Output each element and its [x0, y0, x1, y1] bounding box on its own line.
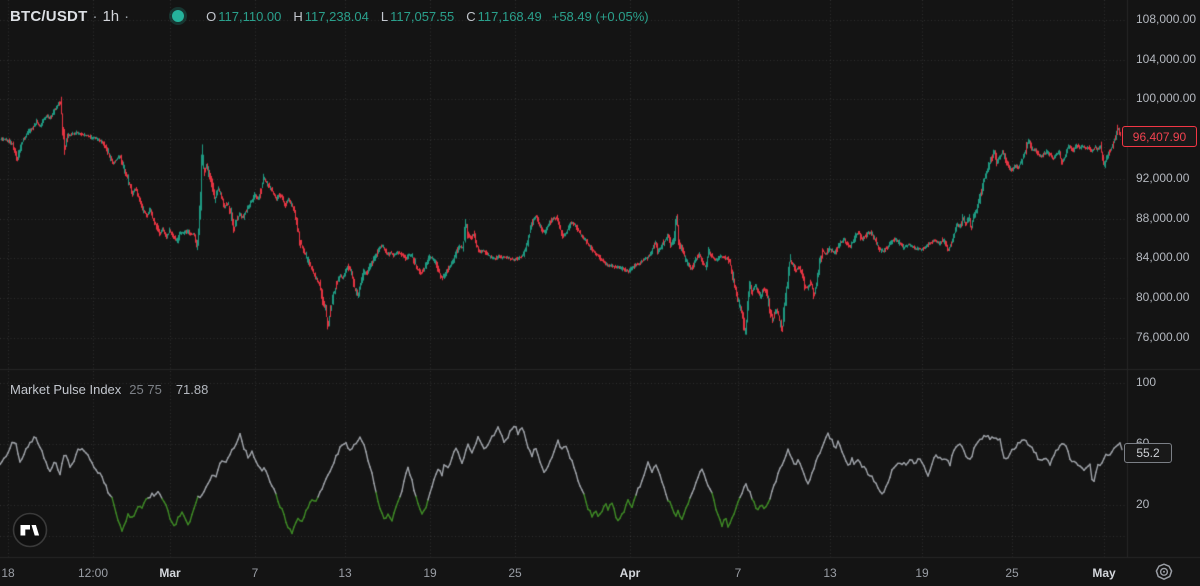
- time-axis-label: 13: [338, 566, 352, 580]
- price-axis-label: 92,000.00: [1136, 171, 1190, 185]
- time-axis-label: 19: [915, 566, 929, 580]
- price-axis-label: 80,000.00: [1136, 290, 1190, 304]
- time-axis[interactable]: 18 12:00 Mar 7 13 19 25 Apr 7 13 19 25 May: [0, 558, 1200, 586]
- time-axis-label: 7: [734, 566, 742, 580]
- time-axis-settings-button[interactable]: [1152, 561, 1176, 583]
- time-axis-label: May: [1092, 566, 1116, 580]
- indicator-axis-label: 20: [1136, 497, 1150, 511]
- interval-trailing-dot: ·: [124, 7, 130, 25]
- change-value: +58.49 (+0.05%): [551, 8, 649, 24]
- time-axis-label: 12:00: [77, 566, 109, 580]
- time-axis-label: 19: [423, 566, 437, 580]
- time-axis-label: Mar: [159, 566, 181, 580]
- tradingview-logo-icon[interactable]: [12, 512, 48, 548]
- close-label: C: [466, 8, 476, 24]
- indicator-axis-label: 100: [1136, 375, 1157, 389]
- open-label: O: [206, 8, 217, 24]
- close-value: 117,168.49: [477, 8, 542, 24]
- price-axis-label: 84,000.00: [1136, 250, 1190, 264]
- last-price-badge: 96,407.90: [1122, 126, 1197, 147]
- price-axis-label: 76,000.00: [1136, 330, 1190, 344]
- low-label: L: [380, 8, 389, 24]
- indicator-params: 25 75: [129, 382, 162, 397]
- open-value: 117,110.00: [218, 8, 282, 24]
- high-label: H: [293, 8, 303, 24]
- time-axis-label: 13: [823, 566, 837, 580]
- time-axis-label: 18: [1, 566, 15, 580]
- ohlc-readout: O 117,110.00 H 117,238.04 L 117,057.55 C…: [206, 9, 648, 24]
- time-axis-label: Apr: [619, 566, 641, 580]
- price-axis-label: 104,000.00: [1136, 52, 1197, 66]
- symbol-separator: ·: [92, 7, 98, 25]
- price-axis-label: 108,000.00: [1136, 12, 1197, 26]
- indicator-value: 71.88: [175, 382, 209, 397]
- indicator-name[interactable]: Market Pulse Index: [10, 382, 122, 397]
- indicator-legend: Market Pulse Index 25 75 71.88: [10, 381, 208, 398]
- time-axis-label: 25: [508, 566, 522, 580]
- time-axis-label: 25: [1005, 566, 1019, 580]
- main-legend: BTC/USDT · 1h · O 117,110.00 H 117,238.0…: [10, 6, 649, 26]
- price-axis[interactable]: 108,000.00 104,000.00 100,000.00 92,000.00 8…: [1128, 0, 1200, 557]
- high-value: 117,238.04: [304, 8, 369, 24]
- symbol-title[interactable]: BTC/USDT: [10, 7, 88, 25]
- gear-icon: [1155, 563, 1173, 580]
- price-axis-label: 88,000.00: [1136, 211, 1190, 225]
- interval-label[interactable]: 1h: [102, 7, 120, 25]
- time-axis-label: 7: [251, 566, 259, 580]
- indicator-last-value-badge: 55.2: [1124, 443, 1172, 463]
- market-status-dot-icon: [172, 10, 185, 22]
- low-value: 117,057.55: [390, 8, 455, 24]
- price-axis-label: 100,000.00: [1136, 91, 1197, 105]
